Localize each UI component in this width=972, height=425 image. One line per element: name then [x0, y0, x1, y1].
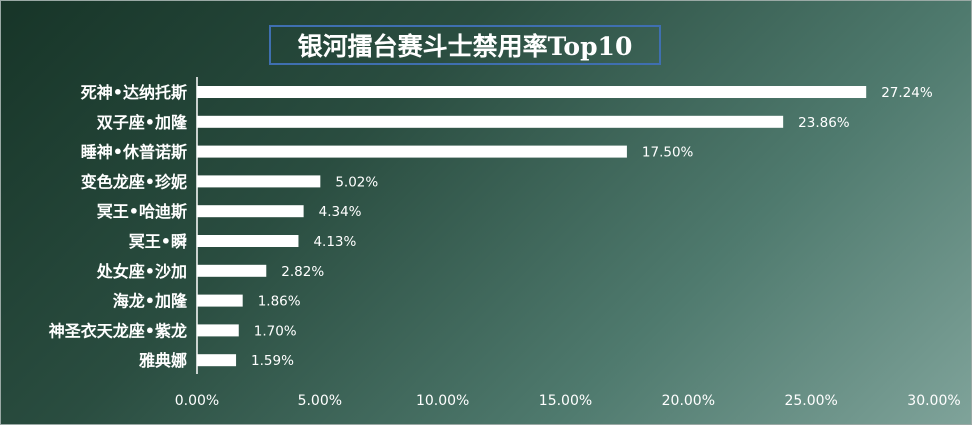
- x-tick-label: 5.00%: [298, 393, 342, 409]
- category-label: 海龙•加隆: [113, 292, 188, 311]
- data-label: 23.86%: [798, 115, 850, 131]
- bar: [197, 324, 239, 337]
- data-label: 4.34%: [319, 204, 362, 220]
- data-label: 1.86%: [258, 294, 301, 310]
- bar: [197, 294, 243, 307]
- x-tick-label: 10.00%: [416, 393, 469, 409]
- category-label: 神圣衣天龙座•紫龙: [49, 321, 187, 340]
- data-label: 1.70%: [254, 323, 297, 339]
- data-label: 5.02%: [335, 174, 378, 190]
- bar: [197, 264, 267, 277]
- bar: [197, 86, 867, 98]
- category-label: 变色龙座•珍妮: [81, 172, 187, 191]
- category-label: 冥王•哈迪斯: [97, 202, 187, 221]
- data-label: 1.59%: [251, 353, 294, 369]
- category-label: 冥王•瞬: [129, 232, 187, 251]
- category-label: 睡神•休普诺斯: [81, 143, 187, 162]
- x-tick-label: 25.00%: [784, 393, 837, 409]
- data-label: 4.13%: [313, 234, 356, 250]
- x-tick-label: 20.00%: [662, 393, 715, 409]
- category-label: 死神•达纳托斯: [81, 83, 187, 102]
- chart-title-box: 银河擂台赛斗士禁用率Top10: [269, 25, 661, 65]
- x-tick-label: 15.00%: [539, 393, 592, 409]
- bar: [197, 115, 784, 128]
- category-label: 雅典娜: [138, 351, 187, 370]
- data-label: 17.50%: [642, 145, 694, 161]
- bar: [197, 205, 304, 218]
- data-label: 2.82%: [281, 264, 324, 280]
- bar: [197, 175, 321, 188]
- data-label: 27.24%: [881, 85, 933, 101]
- x-tick-label: 0.00%: [175, 393, 219, 409]
- bar: [197, 235, 299, 247]
- bar: [197, 145, 627, 158]
- chart-title: 银河擂台赛斗士禁用率Top10: [297, 32, 633, 61]
- bar: [197, 354, 237, 367]
- x-tick-label: 30.00%: [907, 393, 960, 409]
- category-label: 双子座•加隆: [97, 113, 188, 132]
- category-label: 处女座•沙加: [96, 262, 187, 281]
